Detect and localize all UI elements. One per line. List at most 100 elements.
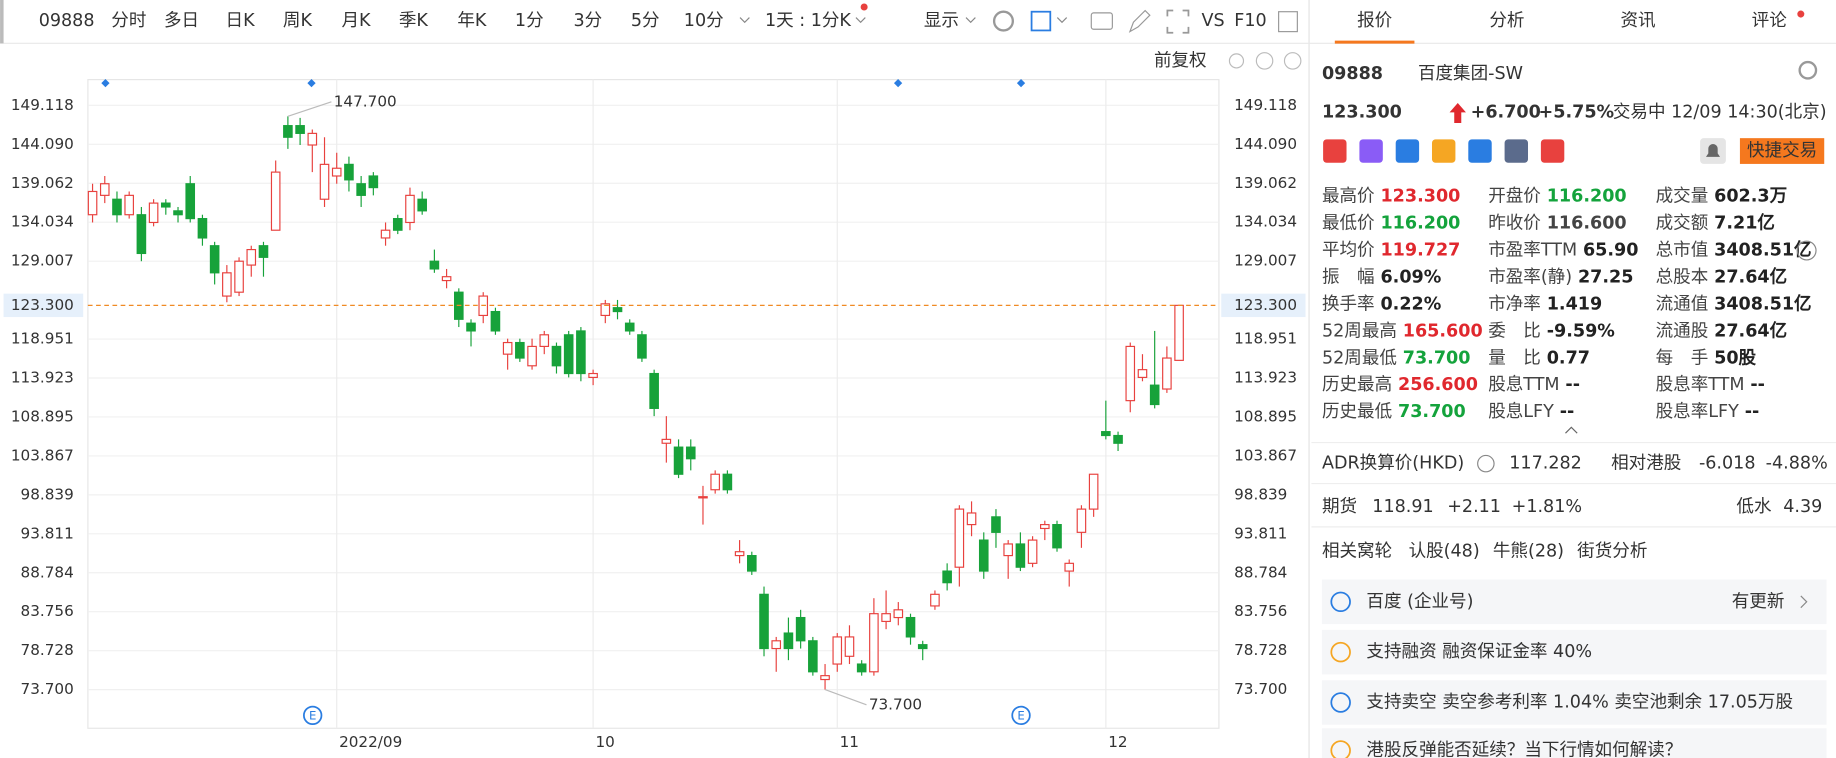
pen-icon[interactable] — [1128, 9, 1151, 33]
dropdown-arrow — [965, 17, 976, 24]
futures-label: 期货 — [1322, 497, 1357, 517]
feature-icon[interactable] — [1540, 139, 1565, 163]
period-tab[interactable]: 多日 — [164, 11, 199, 31]
candle-body — [563, 334, 574, 375]
period-tab[interactable]: 周K — [283, 11, 313, 31]
candle-body — [392, 218, 403, 231]
stat: 最高价 123.300 — [1322, 187, 1460, 207]
stat-label: 股息LFY — [1488, 402, 1554, 422]
notice-box[interactable] — [1321, 728, 1827, 758]
notice-text[interactable]: 百度 (企业号) — [1366, 592, 1473, 612]
y-tick-label: 73.700 — [21, 680, 74, 698]
settings-icon[interactable] — [992, 10, 1015, 32]
event-badge[interactable] — [1011, 705, 1031, 726]
stat-value: 116.200 — [1547, 187, 1627, 207]
y-tick-label: 88.784 — [21, 563, 74, 581]
gear-icon[interactable] — [1798, 60, 1818, 80]
warrant-link[interactable]: 街货分析 — [1577, 541, 1647, 561]
period-tab[interactable]: 10分 — [684, 11, 724, 31]
notice-box[interactable] — [1321, 629, 1827, 675]
event-badge[interactable] — [303, 705, 323, 726]
collapse-caret[interactable] — [1565, 426, 1578, 434]
feature-icon[interactable] — [1323, 139, 1347, 163]
feature-icon[interactable] — [1468, 139, 1492, 163]
undo-icon[interactable] — [1228, 53, 1245, 69]
notice-box[interactable] — [1321, 579, 1827, 625]
feature-icon[interactable] — [1395, 139, 1420, 163]
stat-value: 65.90 — [1583, 241, 1639, 261]
candle-body — [1113, 434, 1123, 444]
candle-body — [576, 330, 586, 375]
vs-button[interactable]: VS — [1201, 11, 1224, 31]
stat-value: -- — [1560, 402, 1575, 422]
warrant-link[interactable]: 牛熊(28) — [1493, 541, 1564, 561]
trade-button-label[interactable]: 快捷交易 — [1747, 141, 1817, 161]
panel-tab[interactable]: 资讯 — [1621, 11, 1656, 31]
zoom-in[interactable] — [1283, 52, 1302, 70]
period-tab[interactable]: 季K — [399, 11, 429, 31]
notice-text[interactable]: 支持卖空 卖空参考利率 1.04% 卖空池剩余 17.05万股 — [1366, 693, 1793, 713]
dropdown-arrow — [739, 17, 750, 24]
stat-value: 0.77 — [1547, 348, 1590, 368]
box-icon[interactable] — [1030, 10, 1052, 32]
candle-body — [307, 132, 318, 146]
event-diamond — [893, 78, 903, 88]
candle-body — [148, 202, 159, 224]
y-tick-label-right: 83.756 — [1234, 602, 1287, 620]
feature-icon[interactable] — [1359, 139, 1383, 163]
candle-body — [917, 644, 928, 650]
f10-button[interactable]: F10 — [1234, 11, 1266, 31]
camera-icon[interactable] — [1090, 12, 1113, 30]
display-menu[interactable]: 显示 — [924, 11, 959, 31]
panel-tab[interactable]: 评论 — [1752, 11, 1788, 31]
stat: 市盈率TTM 65.90 — [1488, 241, 1638, 261]
candle-body — [1076, 508, 1087, 533]
period-tab[interactable]: 分时 — [111, 11, 146, 31]
period-tab[interactable]: 年K — [457, 11, 487, 31]
period-tab[interactable]: 日K — [226, 11, 256, 31]
period-tab[interactable]: 5分 — [631, 11, 660, 31]
candle-body — [624, 322, 635, 332]
notice-box[interactable] — [1321, 680, 1827, 725]
stat: 股息率TTM -- — [1656, 375, 1765, 395]
stat-label: 总股本 — [1656, 267, 1709, 287]
period-tab[interactable]: 1分 — [515, 11, 544, 31]
trade-button[interactable] — [1739, 138, 1825, 164]
stat-value: 119.727 — [1380, 241, 1460, 261]
stat: 量 比 0.77 — [1488, 348, 1590, 368]
warrant-link[interactable]: 认股(48) — [1409, 541, 1480, 561]
notice-text[interactable]: 支持融资 融资保证金率 40% — [1366, 642, 1592, 662]
up-arrow — [1449, 103, 1466, 123]
period-tab[interactable]: 月K — [341, 11, 371, 31]
y-tick-label: 149.118 — [11, 96, 74, 114]
panel-tab[interactable]: 报价 — [1357, 11, 1393, 31]
period-tab[interactable]: 3分 — [573, 11, 602, 31]
adjust-button[interactable]: 前复权 — [1154, 51, 1207, 71]
adr-rel-pct: -4.88% — [1766, 454, 1828, 474]
candle-body — [99, 183, 110, 196]
feature-icon[interactable] — [1504, 139, 1529, 163]
panel-tab[interactable]: 分析 — [1489, 11, 1524, 31]
stat: 开盘价 116.200 — [1488, 187, 1626, 207]
candle-body — [283, 125, 293, 138]
y-tick-label-right: 129.007 — [1234, 252, 1297, 270]
more-icon[interactable] — [1796, 240, 1817, 261]
x-tick-label: 2022/09 — [339, 733, 402, 751]
notice-text[interactable]: 港股反弹能否延续？当下行情如何解读？ — [1366, 741, 1682, 758]
stat-label: 股息率LFY — [1656, 402, 1740, 422]
candle-body — [832, 636, 843, 665]
candle-body — [539, 334, 550, 348]
notice-icon — [1330, 641, 1351, 663]
y-tick-label: 113.923 — [11, 369, 74, 387]
fullscreen-icon[interactable] — [1166, 9, 1190, 34]
panel-toggle[interactable] — [1278, 11, 1298, 33]
candle-body — [185, 183, 196, 220]
period-select[interactable]: 1天 : 1分K — [765, 11, 851, 31]
y-tick-label: 78.728 — [21, 641, 74, 659]
info-icon — [1477, 454, 1495, 473]
candle-body — [795, 616, 806, 642]
x-tick-label: 12 — [1108, 733, 1127, 751]
zoom-out[interactable] — [1255, 52, 1274, 70]
feature-icon[interactable] — [1431, 139, 1456, 163]
stat-value: 602.3万 — [1714, 187, 1787, 207]
